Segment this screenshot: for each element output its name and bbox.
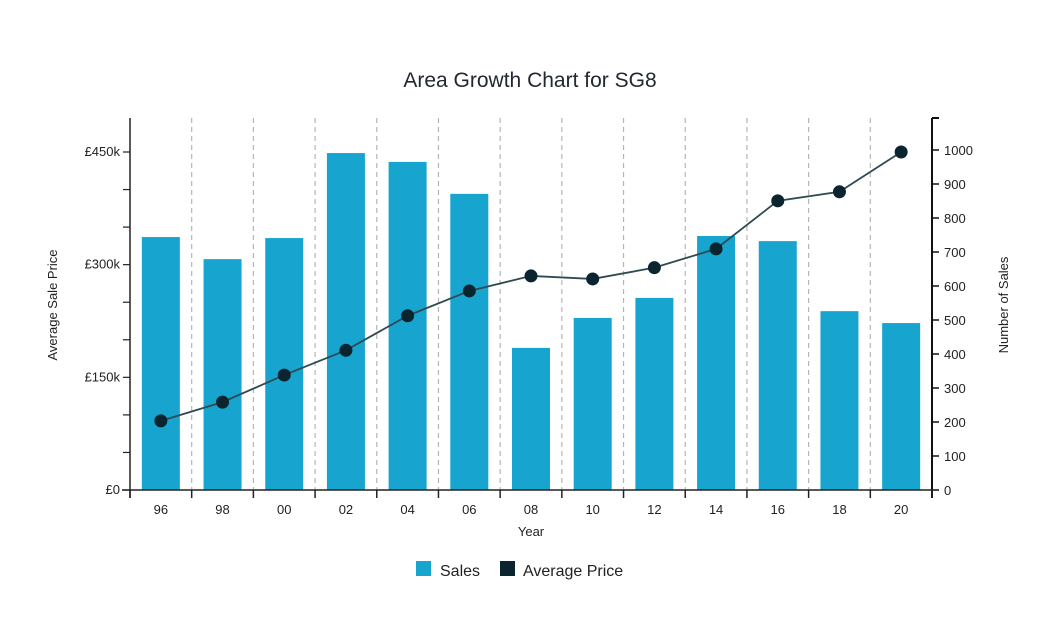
left-axis-title: Average Sale Price [45,249,60,360]
vertical-gridlines [191,118,871,490]
price-point-20 [894,145,908,159]
price-point-96 [154,414,168,428]
x-axis-tick-label: 08 [524,502,538,517]
right-axis-tick-label: 800 [944,211,966,226]
x-axis-tick-label: 98 [215,502,229,517]
price-point-14 [709,242,723,256]
average-price-line [154,145,908,428]
chart-title: Area Growth Chart for SG8 [403,69,656,92]
left-y-axis: £0 £150k £300k £450k [85,118,131,498]
right-axis-tick-label: 700 [944,245,966,260]
x-axis-title: Year [518,524,545,539]
x-axis-tick-label: 12 [647,502,661,517]
right-axis-tick-label: 200 [944,415,966,430]
x-axis-tick-label: 18 [832,502,846,517]
left-axis-tick-label: £150k [85,369,121,384]
bar-sales-98 [203,259,242,490]
x-axis-tick-label: 96 [154,502,168,517]
bar-sales-16 [758,241,797,490]
right-axis-title: Number of Sales [996,256,1011,353]
bar-sales-04 [388,161,427,490]
x-axis-tick-label: 20 [894,502,908,517]
legend-item-average-price[interactable]: Average Price [500,561,623,580]
x-axis-tick-label: 16 [771,502,785,517]
price-point-12 [647,261,661,275]
right-axis-tick-label: 100 [944,449,966,464]
price-point-16 [771,194,785,208]
right-axis-tick-label: 500 [944,313,966,328]
x-axis-tick-label: 14 [709,502,723,517]
right-y-axis: 0 100 200 300 400 500 600 700 800 900 1000 [931,117,973,498]
price-point-10 [586,272,600,286]
right-axis-tick-label: 1000 [944,143,973,158]
right-axis-tick-label: 900 [944,177,966,192]
bar-sales-08 [512,347,550,490]
x-axis-tick-label: 06 [462,502,476,517]
right-axis-tick-label: 600 [944,279,966,294]
x-axis-tick-label: 10 [585,502,599,517]
x-axis: 96 98 00 02 04 06 08 10 12 14 16 18 20 [122,489,933,517]
price-point-06 [462,284,476,298]
right-axis-tick-label: 0 [944,483,951,498]
bar-sales-18 [820,311,859,490]
x-axis-tick-label: 00 [277,502,291,517]
legend-item-sales[interactable]: Sales [416,561,480,580]
price-point-02 [339,343,353,357]
bar-sales-20 [882,323,921,490]
bar-sales-00 [265,238,304,490]
price-point-08 [524,269,538,283]
bar-sales-06 [450,193,489,491]
price-point-98 [216,395,230,409]
bar-sales-14 [697,236,736,490]
bar-sales-96 [141,237,180,490]
legend-swatch-sales [416,561,431,576]
left-axis-tick-label: £450k [85,144,121,159]
right-axis-tick-label: 300 [944,381,966,396]
legend: Sales Average Price [416,561,623,580]
bar-sales-02 [326,153,365,490]
price-point-04 [401,309,415,323]
right-axis-tick-label: 400 [944,347,966,362]
sales-bars [141,153,921,491]
legend-label-sales: Sales [440,563,480,580]
bar-sales-10 [573,317,612,490]
price-point-00 [277,368,291,382]
x-axis-tick-label: 02 [339,502,353,517]
x-axis-tick-label: 04 [400,502,414,517]
legend-swatch-average-price [500,561,515,576]
left-axis-tick-label: £300k [85,257,121,272]
price-point-18 [832,185,846,199]
bar-sales-12 [635,297,674,490]
legend-label-average-price: Average Price [523,563,623,580]
left-axis-tick-label: £0 [106,482,120,497]
